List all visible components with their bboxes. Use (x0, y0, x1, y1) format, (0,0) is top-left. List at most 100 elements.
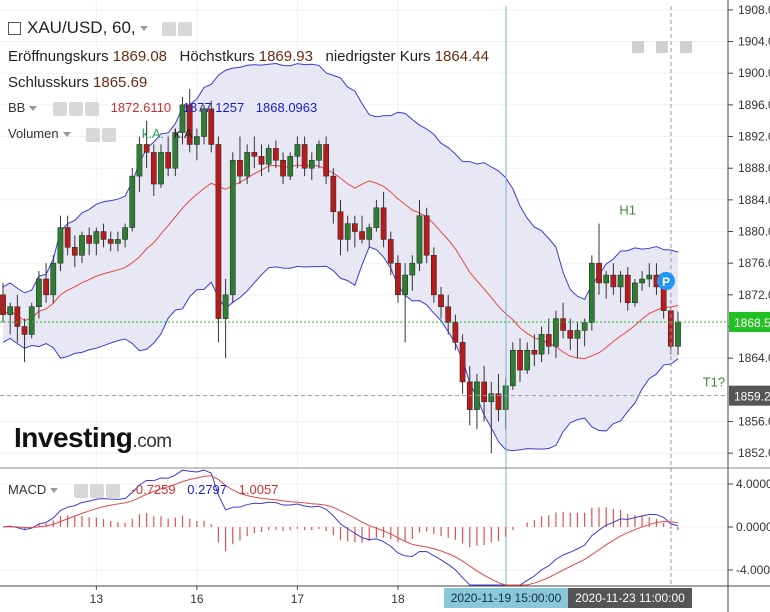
chevron-down-icon[interactable] (29, 106, 38, 112)
chevron-down-icon[interactable] (139, 26, 148, 32)
candle (50, 255, 57, 303)
candle-body (0, 294, 6, 315)
candle-body (660, 286, 667, 311)
price-axis[interactable]: 1908.00 1904.00 1900.00 1896.00 1892.00 1888.… (728, 3, 770, 460)
candle (229, 152, 236, 303)
candle (158, 144, 164, 188)
logo-name: Investing (14, 422, 133, 453)
chevron-down-icon[interactable] (62, 132, 71, 138)
candle-body (431, 255, 437, 296)
candle-body (36, 278, 42, 307)
eye-icon[interactable] (73, 483, 88, 498)
gear-icon[interactable] (178, 21, 193, 36)
candle (603, 271, 610, 299)
candle (509, 342, 516, 390)
symbol-label: XAU/USD, 60, (27, 18, 136, 37)
candle (452, 314, 459, 351)
candle (222, 279, 229, 359)
time-tick-label: 13 (90, 592, 104, 606)
candle-body (258, 156, 265, 165)
candle-body (632, 282, 638, 304)
candle (251, 136, 258, 169)
candle-body (452, 322, 459, 343)
time-axis[interactable]: 13 16 17 18 (90, 586, 405, 606)
candle-body (359, 231, 365, 240)
candle-body (495, 393, 502, 410)
close-icon[interactable] (84, 101, 99, 116)
candle-body (93, 231, 100, 244)
candle-body (596, 262, 602, 284)
candle-body (107, 239, 114, 244)
low-label: niedrigster Kurs (325, 48, 431, 65)
price-tick-label: 1900.00 (738, 66, 770, 80)
candle-body (280, 160, 286, 177)
candle (186, 89, 193, 153)
candle (445, 294, 452, 335)
candle (352, 215, 358, 248)
candle-body (416, 215, 423, 264)
macd-value-3: 1.0057 (238, 482, 279, 497)
macd-histogram (9, 507, 679, 552)
candle (531, 334, 538, 367)
candle-body (553, 318, 559, 347)
candle (107, 231, 114, 252)
candle-body (129, 175, 136, 228)
candle-body (366, 227, 373, 240)
open-value: 1869.08 (112, 48, 168, 65)
gear-icon[interactable] (89, 483, 104, 498)
candle-body (545, 334, 552, 347)
candle-body (28, 306, 35, 335)
candle (93, 227, 100, 256)
price-tick-label: 1896.00 (738, 98, 770, 112)
gear-icon[interactable] (102, 127, 117, 142)
candle (639, 271, 645, 291)
eye-icon[interactable] (86, 127, 101, 142)
marker-p[interactable]: P (657, 272, 675, 290)
candle (273, 140, 279, 169)
candle-body (509, 349, 516, 387)
candle-body (201, 108, 207, 137)
price-tick-label: 1884.00 (738, 193, 770, 207)
candle (323, 136, 329, 185)
macd-axis[interactable]: 4.0000 0.0000 -4.0000 (728, 477, 770, 577)
time-tag: 2020-11-23 11:00:00 (568, 588, 692, 608)
chevron-down-icon[interactable] (50, 488, 59, 494)
candle-body (287, 156, 294, 177)
candle-body (50, 262, 57, 296)
candle (387, 231, 394, 276)
eye-icon[interactable] (52, 101, 67, 116)
candle (0, 282, 6, 323)
candle-body (646, 274, 653, 280)
chart-settings-icons[interactable] (632, 41, 692, 53)
candle-body (373, 207, 380, 228)
candle-body (222, 294, 229, 319)
candle (495, 373, 502, 422)
high-value: 1869.93 (258, 48, 313, 65)
volume-legend: Volumen k.A. k.A. (8, 126, 196, 142)
candle (244, 144, 250, 185)
close-icon[interactable] (105, 483, 120, 498)
time-tick-label: 16 (190, 592, 204, 606)
candle-body (337, 211, 344, 240)
gear-icon[interactable] (68, 101, 83, 116)
macd-signal-line (2, 475, 679, 586)
candle-body (344, 223, 351, 240)
candle (481, 366, 487, 422)
eye-icon[interactable] (162, 21, 177, 36)
candle (409, 255, 416, 291)
candle (380, 191, 387, 248)
macd-tick-label: 4.0000 (736, 477, 770, 491)
candle-body (301, 144, 308, 169)
collapse-icon[interactable] (8, 22, 21, 36)
price-tick-label: 1880.00 (738, 225, 770, 239)
time-tag: 2020-11-19 15:00:00 (444, 588, 568, 608)
candle-body (172, 132, 179, 169)
bollinger-lower-line (2, 246, 679, 452)
investing-logo: Investing.com (14, 422, 172, 454)
price-tick-label: 1864.00 (738, 351, 770, 365)
bollinger-band-fill (3, 63, 678, 451)
candle (79, 231, 85, 264)
candle (71, 235, 78, 268)
candle (57, 215, 64, 272)
